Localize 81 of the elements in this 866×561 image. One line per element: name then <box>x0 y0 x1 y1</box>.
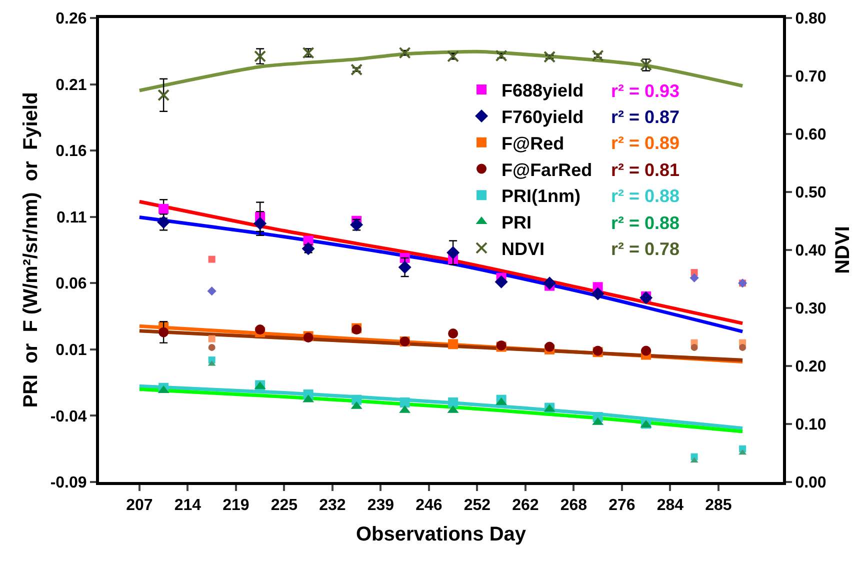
annotation: r² = 0.78 <box>611 239 680 259</box>
point <box>254 216 267 230</box>
point <box>544 50 556 63</box>
point <box>207 286 216 296</box>
x-tick-label: 252 <box>464 497 491 514</box>
point <box>158 89 170 102</box>
x-tick-label: 239 <box>367 497 394 514</box>
point <box>738 449 747 455</box>
y-tick-label: 0.16 <box>56 143 87 160</box>
point <box>448 339 458 350</box>
point <box>641 346 652 356</box>
y2-tick-label: 0.00 <box>795 474 826 492</box>
x-tick-label: 285 <box>705 497 732 514</box>
x-tick-label: 268 <box>560 497 588 514</box>
point <box>208 335 216 342</box>
x-tick-label: 214 <box>174 497 202 514</box>
y2-axis-title: NDVI <box>832 226 854 274</box>
point <box>495 50 508 62</box>
y2-tick-label: 0.30 <box>795 300 826 318</box>
point <box>690 457 698 463</box>
y-tick-label: 0.26 <box>56 10 87 28</box>
point <box>158 204 169 214</box>
y-tick-label: 0.06 <box>56 276 87 293</box>
x-tick-label: 219 <box>222 497 250 514</box>
point <box>447 50 460 62</box>
y-tick-label: 0.01 <box>56 342 87 360</box>
point <box>398 260 412 274</box>
y2-tick-label: 0.80 <box>795 10 826 28</box>
point <box>398 46 411 59</box>
point <box>640 291 653 304</box>
y2-tick-label: 0.50 <box>795 184 826 202</box>
point <box>448 328 458 339</box>
legend-label: NDVI <box>502 238 545 259</box>
legend-label: PRI(1nm) <box>502 186 581 206</box>
annotation: r² = 0.81 <box>611 160 680 180</box>
annotation: r² = 0.88 <box>611 186 680 206</box>
point <box>350 64 363 76</box>
point <box>448 397 458 408</box>
point <box>255 324 266 335</box>
legend-label: F760yield <box>502 106 584 127</box>
annotation: r² = 0.88 <box>611 213 680 233</box>
x-tick-label: 232 <box>319 497 346 514</box>
point <box>739 344 746 351</box>
point <box>208 256 216 263</box>
point <box>591 287 604 300</box>
point <box>544 342 555 352</box>
point <box>592 50 604 62</box>
annotation: r² = 0.93 <box>611 81 680 101</box>
x-tick-label: 246 <box>416 497 442 514</box>
x-axis-title: Observations Day <box>356 524 527 546</box>
point <box>208 344 216 351</box>
y2-tick-label: 0.40 <box>795 242 826 260</box>
y2-tick-label: 0.60 <box>795 126 826 144</box>
point <box>494 275 508 288</box>
x-tick-label: 284 <box>656 497 684 514</box>
y-tick-label: 0.11 <box>56 209 87 226</box>
point <box>158 327 169 338</box>
legend-label: F688yield <box>502 80 584 101</box>
point <box>400 397 410 408</box>
point <box>352 394 362 405</box>
y2-tick-label: 0.20 <box>795 358 826 376</box>
x-tick-label: 225 <box>270 497 298 514</box>
point <box>543 276 556 290</box>
x-tick-label: 262 <box>512 497 539 514</box>
annotation: r² = 0.87 <box>611 107 680 127</box>
point <box>690 344 698 351</box>
y2-tick-label: 0.70 <box>795 68 826 86</box>
y2-tick-label: 0.10 <box>795 416 826 434</box>
x-tick-label: 207 <box>126 497 153 514</box>
x-tick-label: 276 <box>608 497 636 514</box>
legend-label: PRI <box>502 212 532 233</box>
legend-label: F@Red <box>502 133 564 154</box>
annotation: r² = 0.89 <box>611 133 680 153</box>
point <box>446 246 460 260</box>
legend-label: F@FarRed <box>502 160 592 180</box>
y-tick-label: -0.09 <box>50 474 87 492</box>
y-tick-label: 0.21 <box>56 76 87 94</box>
line-series <box>138 216 744 334</box>
y-axis-title: PRI or F (W/m²/sr/nm) or Fyield <box>20 92 42 408</box>
point <box>690 273 699 282</box>
y-tick-label: -0.04 <box>50 408 87 426</box>
